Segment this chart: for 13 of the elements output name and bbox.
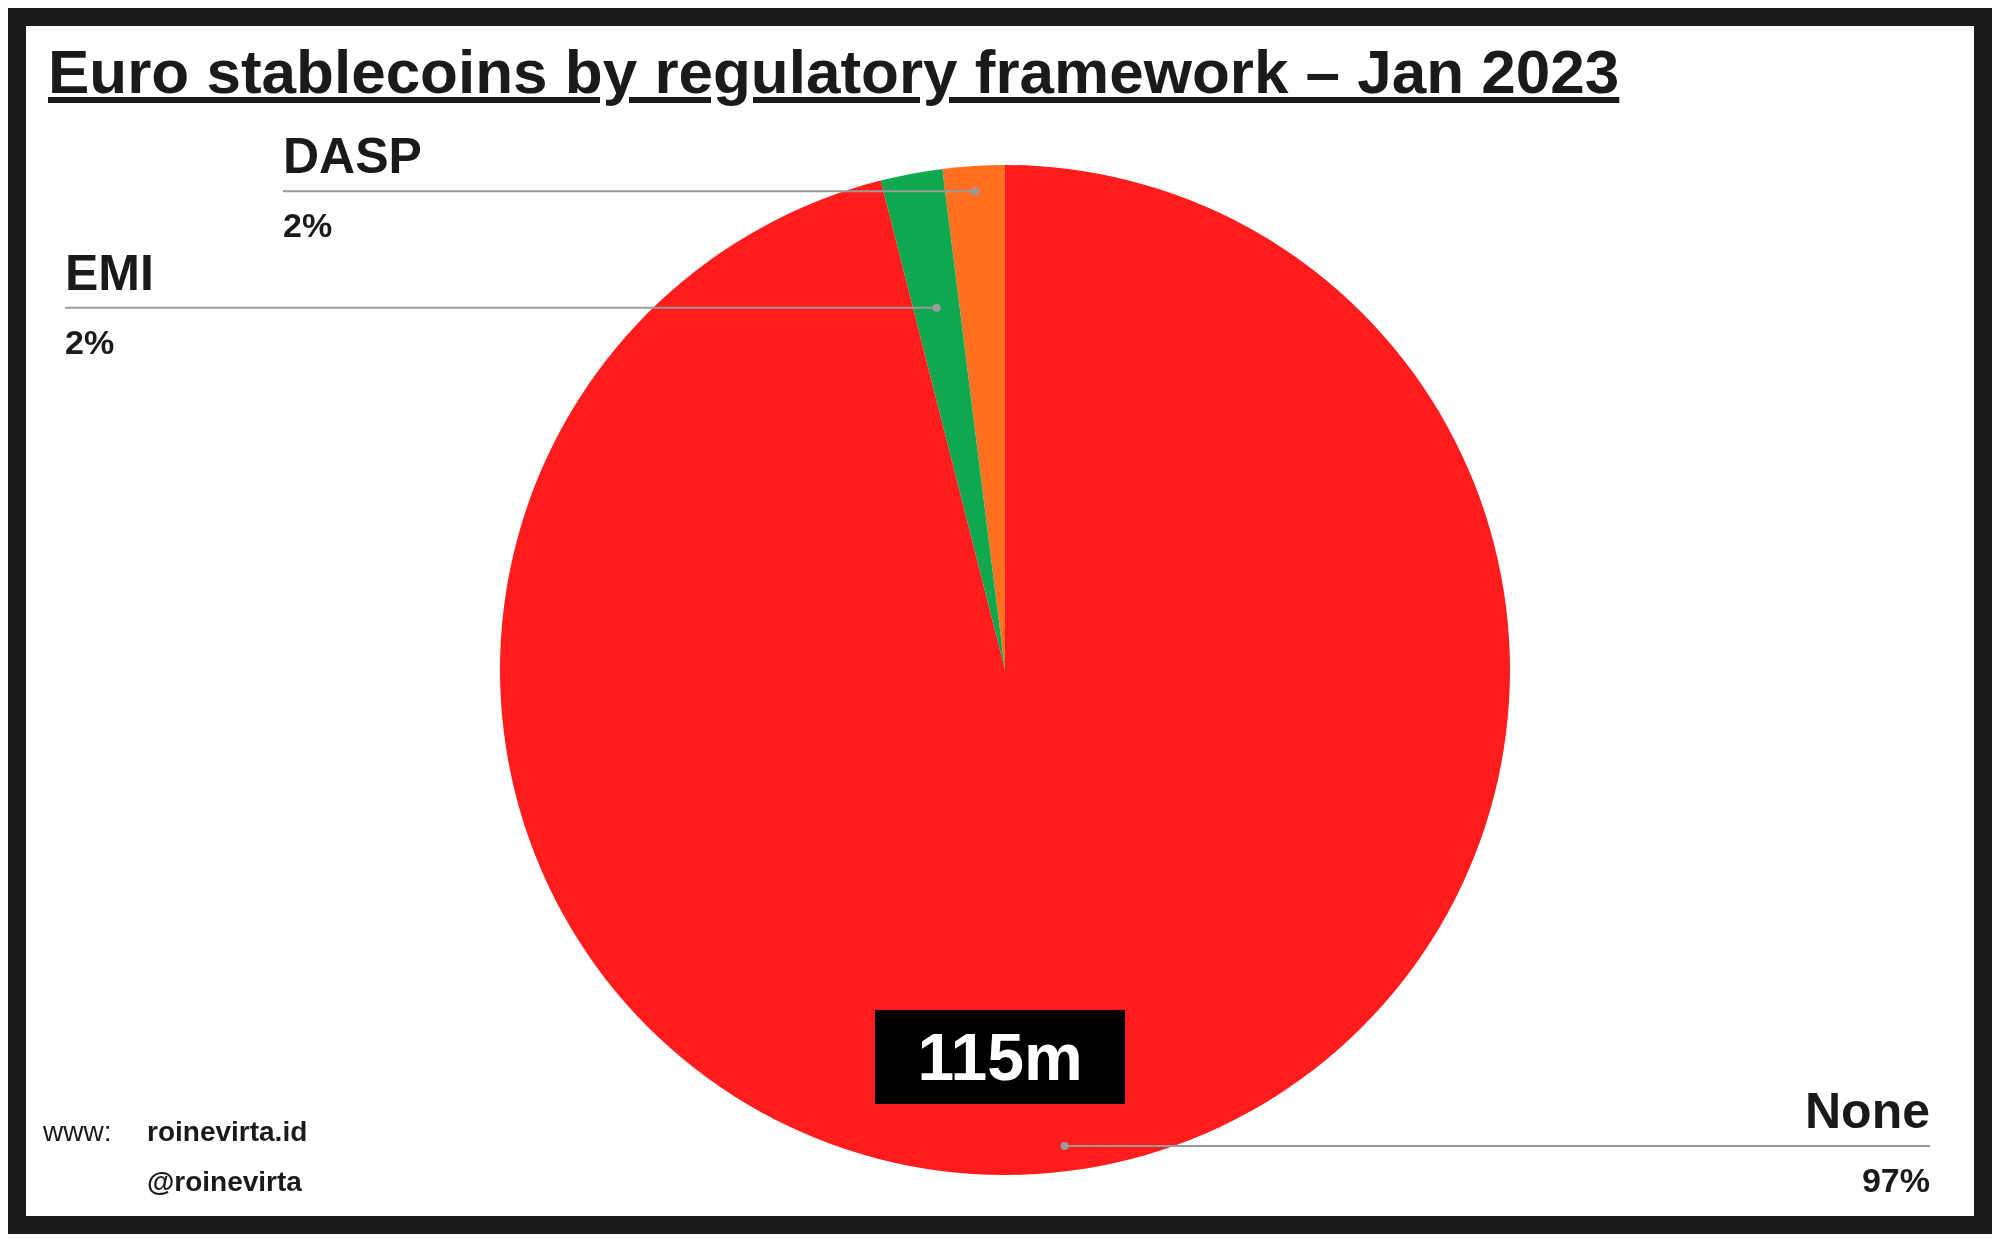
- slice-label: EMI: [65, 244, 154, 301]
- text: 115m: [875, 1010, 1125, 1104]
- text: roinevirta.id: [147, 1116, 308, 1148]
- chart-title: Euro stablecoins by regulatory framework – Jan 2023: [48, 36, 1620, 107]
- text: @roinevirta: [147, 1166, 302, 1198]
- pie-slice: [500, 165, 1510, 1175]
- slice-label: None: [1805, 1083, 1930, 1140]
- data-label: 2%: [283, 206, 333, 245]
- data-label: 2%: [65, 322, 115, 361]
- pie-slice: [880, 168, 1005, 670]
- data-label: 97%: [1861, 1161, 1930, 1200]
- slice-label: DASP: [283, 128, 422, 185]
- text: www:: [43, 1116, 112, 1148]
